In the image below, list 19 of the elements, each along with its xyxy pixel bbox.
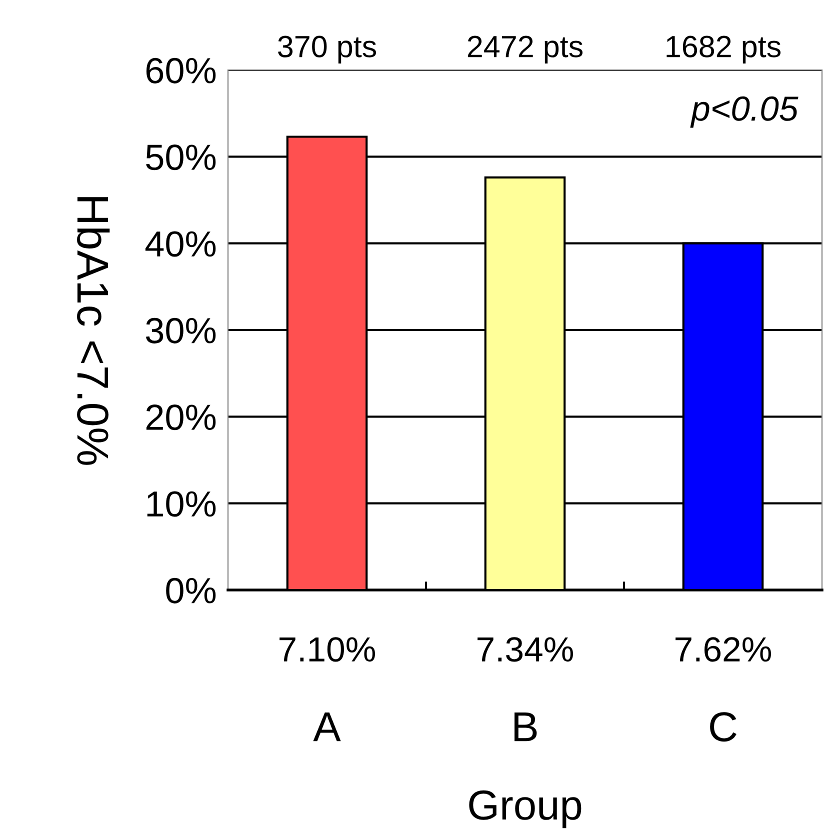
y-tick-label: 30% bbox=[146, 318, 216, 344]
text: 2472 pts bbox=[468, 36, 583, 64]
y-axis-title: HbA1c <7.0% bbox=[77, 197, 110, 465]
text: 370 pts bbox=[278, 36, 376, 64]
y-tick-label: 50% bbox=[146, 144, 216, 170]
x-axis-title: Group bbox=[469, 790, 582, 828]
y-tick-label: 0% bbox=[166, 578, 216, 604]
annotation: p<0.05 bbox=[690, 96, 798, 128]
x-tick-label: A bbox=[313, 712, 341, 742]
text: 7.62% bbox=[676, 637, 771, 662]
y-tick-label: 10% bbox=[147, 491, 216, 517]
text: 1682 pts bbox=[666, 36, 781, 64]
y-tick-label: 60% bbox=[146, 58, 216, 84]
x-tick-label: B bbox=[514, 712, 537, 742]
y-tick-label: 20% bbox=[146, 404, 216, 430]
y-tick-label: 40% bbox=[145, 231, 216, 257]
text: 7.34% bbox=[478, 637, 573, 662]
text: 7.10% bbox=[280, 637, 375, 662]
x-tick-label: C bbox=[710, 712, 736, 742]
